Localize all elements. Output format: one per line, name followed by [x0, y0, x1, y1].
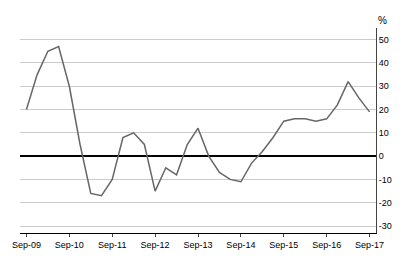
svg-text:-10: -10 — [379, 175, 392, 185]
svg-text:0: 0 — [379, 151, 384, 161]
svg-text:-30: -30 — [379, 221, 392, 231]
svg-text:20: 20 — [379, 105, 389, 115]
svg-text:Sep-11: Sep-11 — [98, 240, 126, 250]
svg-text:%: % — [378, 15, 387, 26]
svg-text:Sep-13: Sep-13 — [183, 240, 212, 250]
svg-text:-20: -20 — [379, 198, 392, 208]
svg-text:Sep-15: Sep-15 — [269, 240, 298, 250]
svg-text:50: 50 — [379, 35, 389, 45]
svg-text:Sep-12: Sep-12 — [141, 240, 170, 250]
svg-text:Sep-17: Sep-17 — [355, 240, 384, 250]
svg-text:Sep-09: Sep-09 — [12, 240, 41, 250]
svg-text:Sep-14: Sep-14 — [226, 240, 255, 250]
svg-text:10: 10 — [379, 128, 389, 138]
svg-text:Sep-16: Sep-16 — [312, 240, 341, 250]
svg-text:40: 40 — [379, 58, 389, 68]
svg-text:30: 30 — [379, 81, 389, 91]
svg-text:Sep-10: Sep-10 — [55, 240, 84, 250]
